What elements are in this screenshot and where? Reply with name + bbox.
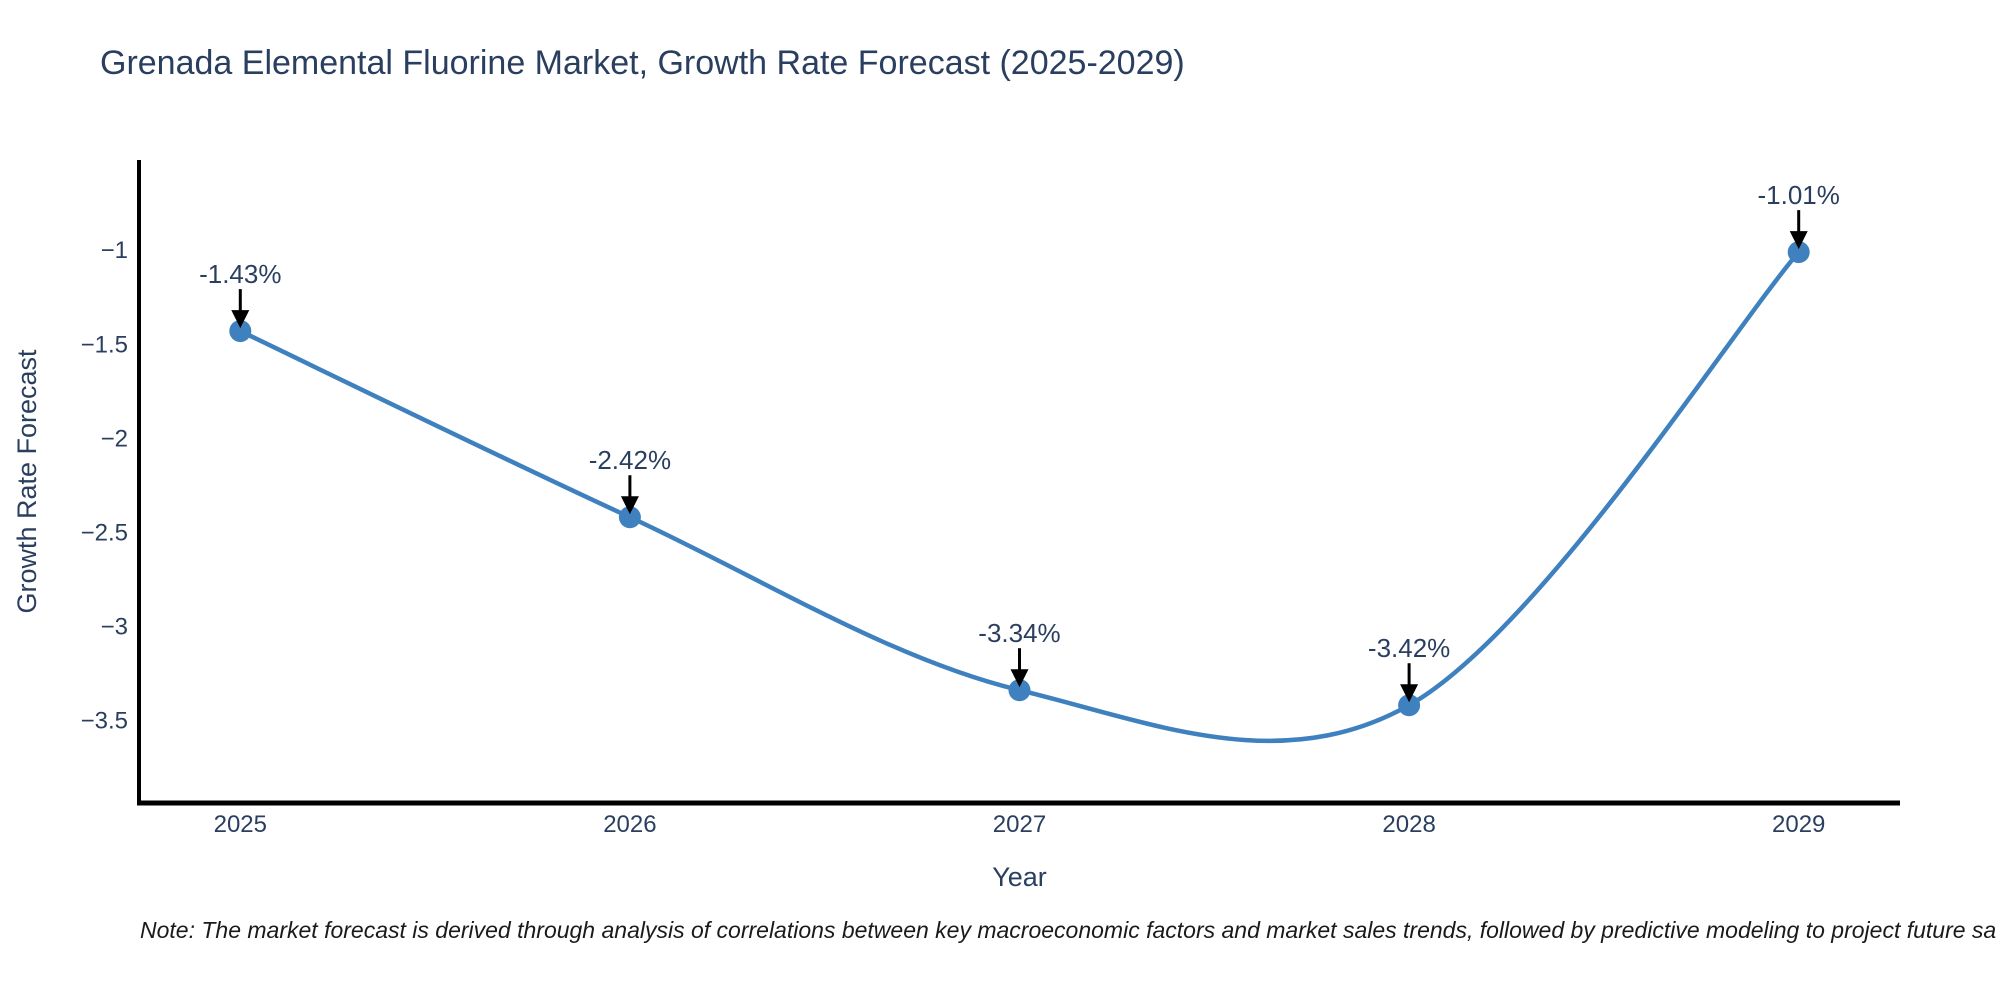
y-axis-title: Growth Rate Forecast [12,349,42,614]
annotation-arrowhead-icon [1789,231,1808,250]
y-tick-label: −1 [101,237,128,264]
x-tick-label: 2027 [993,811,1046,838]
data-point-label: -3.34% [978,618,1060,648]
annotation-arrowhead-icon [620,496,639,515]
x-tick-label: 2029 [1772,811,1825,838]
x-tick-label: 2025 [214,811,267,838]
y-tick-label: −2 [101,425,128,452]
data-point-marker [229,320,252,343]
data-point-marker [1787,241,1810,264]
data-point-label: -3.42% [1368,633,1450,663]
data-point-label: -2.42% [589,445,671,475]
data-point-label: -1.43% [199,259,281,289]
data-point-marker [1008,679,1031,702]
data-point-label: -1.01% [1758,180,1840,210]
x-tick-label: 2026 [603,811,656,838]
data-point-marker [1398,694,1421,717]
data-point-marker [618,506,641,529]
y-tick-label: −3 [101,613,128,640]
annotation-arrowhead-icon [1010,669,1029,688]
y-tick-label: −1.5 [81,331,128,358]
y-tick-label: −3.5 [81,707,128,734]
x-axis-title: Year [992,862,1047,892]
forecast-line [238,249,1801,743]
annotation-arrowhead-icon [1400,684,1419,703]
footnote: Note: The market forecast is derived thr… [140,917,1997,943]
x-tick-label: 2028 [1382,811,1435,838]
chart-title: Grenada Elemental Fluorine Market, Growt… [100,44,1185,82]
y-tick-label: −2.5 [81,519,128,546]
annotation-arrowhead-icon [231,310,250,329]
